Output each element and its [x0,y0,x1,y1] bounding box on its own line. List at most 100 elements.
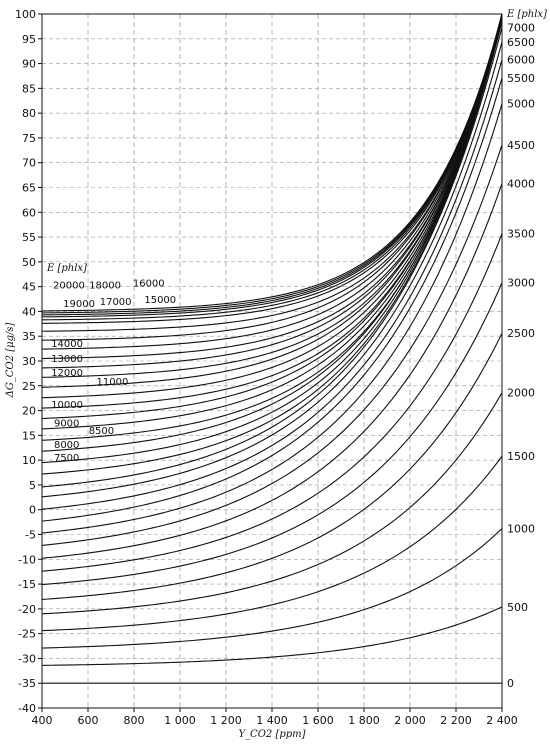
y-tick-label: 0 [29,504,36,517]
series-line-8 [41,183,503,559]
y-tick-label: 35 [22,330,36,343]
y-tick-label: 25 [22,380,36,393]
y-tick-label: 60 [22,206,36,219]
series-line-6 [41,282,503,586]
curve-label: 15000 [144,295,176,306]
series-line-14 [41,27,503,488]
x-tick-label: 1 400 [256,714,288,727]
series-line-9 [41,144,503,546]
series-line-18 [41,18,503,441]
series-line-7 [41,233,503,572]
series-line-1 [41,606,503,666]
y-tick-label: 100 [15,8,36,21]
y-tick-label: -40 [18,702,36,715]
x-tick-label: 1 800 [348,714,380,727]
curve-label: 19000 [63,299,95,310]
curve-label: 16000 [133,279,165,290]
right-curve-label: 7000 [507,21,535,34]
right-curve-label: 3500 [507,228,535,241]
curve-label: 9000 [54,418,79,429]
y-tick-label: -30 [18,652,36,665]
right-curve-label: 4000 [507,178,535,191]
y-tick-label: -15 [18,578,36,591]
x-axis-ticks: 400 600 800 1 000 1 200 1 400 1 600 1 800 2 000 2… [32,708,518,727]
x-tick-label: 600 [78,714,99,727]
y-tick-label: 5 [29,479,36,492]
curve-label: 10000 [51,400,83,411]
series-line-33 [41,13,503,316]
series-line-25 [41,15,503,369]
right-curve-label: 5500 [507,72,535,85]
right-curve-label: 1500 [507,450,535,463]
x-axis-label: Y_CO2 [ppm] [238,729,305,740]
series-line-2 [41,528,503,649]
y-tick-label: 75 [22,132,36,145]
right-curve-label: 0 [507,677,514,690]
y-tick-label: -5 [25,529,36,542]
curve-label: 12000 [51,368,83,379]
y-tick-label: 45 [22,281,36,294]
series-line-32 [41,13,503,318]
series-line-13 [41,41,503,498]
series-line-31 [41,13,503,321]
curve-label: 17000 [100,297,132,308]
series-line-34 [41,13,503,314]
x-tick-label: 400 [32,714,53,727]
y-tick-label: 70 [22,157,36,170]
right-curve-label: 3000 [507,277,535,290]
x-tick-label: 800 [124,714,145,727]
series-line-27 [41,14,503,350]
y-tick-label: 90 [22,58,36,71]
y-tick-label: 10 [22,454,36,467]
y-tick-label: 95 [22,33,36,46]
curve-label: 18000 [89,281,121,292]
y-tick-label: -35 [18,677,36,690]
series-line-16 [41,20,503,464]
series-line-5 [41,332,503,600]
y-tick-label: -20 [18,603,36,616]
parameter-title: E [phlx] [46,263,87,274]
y-axis-label: ΔG_CO2 [μg/s] [5,323,16,399]
x-tick-label: 2 400 [486,714,518,727]
series-line-19 [41,18,503,430]
right-curve-label: 2000 [507,387,535,400]
curve-label: 11000 [97,377,129,388]
curve-label: 13000 [51,354,83,365]
x-tick-label: 2 000 [394,714,426,727]
series-line-22 [41,16,503,399]
series-line-28 [41,14,503,341]
right-curve-label: 6000 [507,54,535,67]
right-curve-label: 500 [507,601,528,614]
curve-label: 20000 [53,281,85,292]
y-axis-ticks: -40 -35 -30 -25 -20 -15 -10 -5 0 5 10 15 20 25 30 35 40 4… [15,8,42,715]
y-tick-label: 85 [22,82,36,95]
y-tick-label: 80 [22,107,36,120]
curve-label: 8000 [54,440,79,451]
y-tick-label: -10 [18,553,36,566]
x-tick-label: 1 000 [164,714,196,727]
right-curve-label: 1000 [507,523,535,536]
x-tick-label: 2 200 [440,714,472,727]
y-tick-label: -25 [18,628,36,641]
curves [41,13,503,684]
y-tick-label: 30 [22,355,36,368]
grid [42,14,502,708]
series-line-3 [41,455,503,632]
curve-label: 14000 [51,339,83,350]
y-tick-label: 65 [22,182,36,195]
y-tick-label: 15 [22,429,36,442]
series-line-30 [41,13,503,324]
x-tick-label: 1 200 [210,714,242,727]
series-line-12 [41,59,503,510]
series-line-15 [41,21,503,475]
right-curve-labels: E [phlx]70006500600055005000450040003500… [506,9,547,690]
series-line-11 [41,77,503,522]
series-line-4 [41,392,503,615]
right-curve-label: 5000 [507,98,535,111]
series-line-21 [41,17,503,409]
y-tick-label: 40 [22,305,36,318]
curve-label: 7500 [54,453,79,464]
